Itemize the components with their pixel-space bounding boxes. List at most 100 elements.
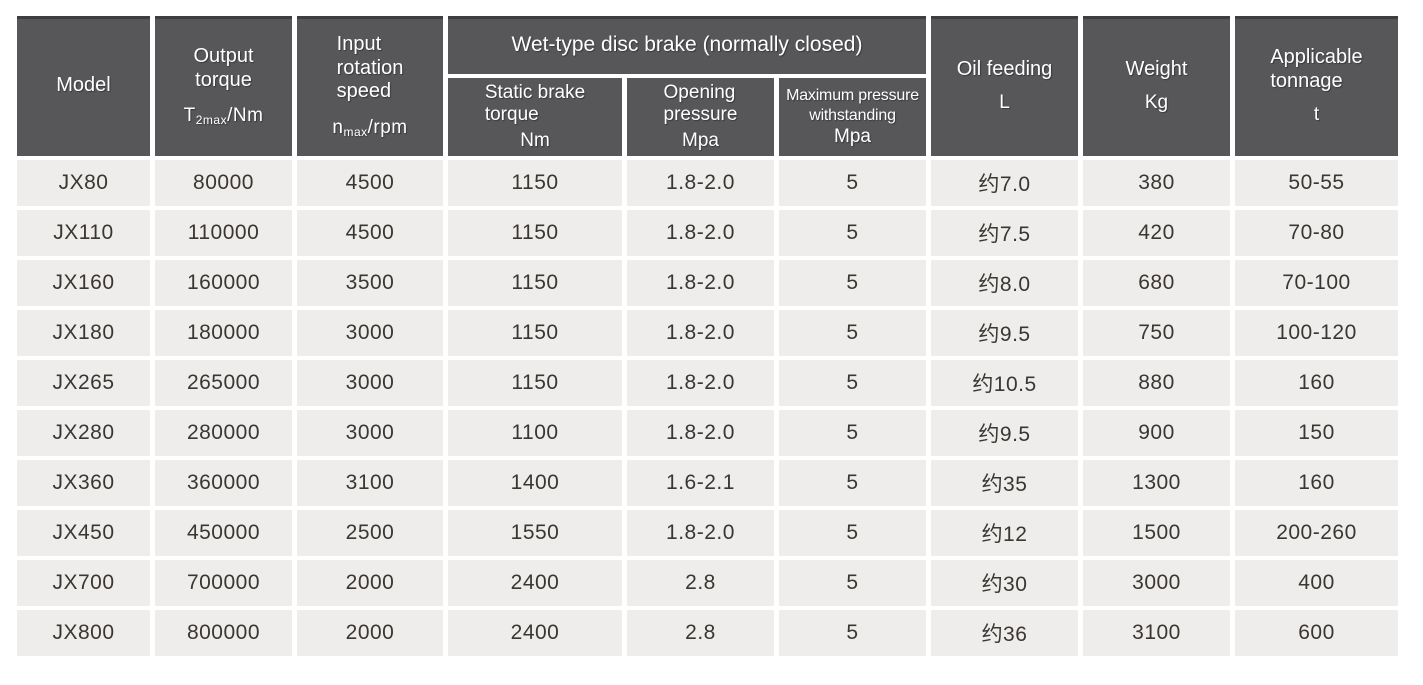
cell-weight: 420 [1083,210,1230,256]
header-symbol-input-rotation-speed: nmax/rpm [332,116,408,139]
header-label-input-rotation-speed: Input rotation speed [336,33,404,103]
cell-applicable-tonnage: 50-55 [1235,160,1398,206]
cell-weight: 1300 [1083,460,1230,506]
cell-oil-feeding: 约8.0 [931,260,1078,306]
cell-weight: 3100 [1083,610,1230,656]
cell-output-torque: 110000 [155,210,292,256]
cell-max-pressure-withstanding: 5 [779,560,926,606]
cell-opening-pressure: 1.8-2.0 [627,210,774,256]
cell-model: JX180 [17,310,150,356]
cell-max-pressure-withstanding: 5 [779,610,926,656]
cell-model: JX700 [17,560,150,606]
table-row: JX700 700000 2000 2400 2.8 5 约30 3000 400 [17,560,1398,606]
column-header-applicable-tonnage: Applicable tonnage t [1235,16,1398,156]
cell-static-brake-torque: 1150 [448,360,622,406]
cell-opening-pressure: 1.8-2.0 [627,160,774,206]
cell-input-rotation-speed: 2500 [297,510,443,556]
group-header-wet-type-disc-brake: Wet-type disc brake (normally closed) [448,16,926,74]
header-label-applicable-tonnage: Applicable tonnage [1270,46,1363,92]
cell-static-brake-torque: 1150 [448,310,622,356]
cell-input-rotation-speed: 4500 [297,160,443,206]
header-label-output-torque: Output torque [193,44,254,91]
cell-static-brake-torque: 1150 [448,160,622,206]
cell-input-rotation-speed: 3000 [297,410,443,456]
cell-oil-feeding: 约7.5 [931,210,1078,256]
cell-output-torque: 80000 [155,160,292,206]
cell-applicable-tonnage: 100-120 [1235,310,1398,356]
table-row: JX180 180000 3000 1150 1.8-2.0 5 约9.5 750 100-12… [17,310,1398,356]
cell-weight: 750 [1083,310,1230,356]
cell-static-brake-torque: 1150 [448,210,622,256]
cell-max-pressure-withstanding: 5 [779,210,926,256]
cell-weight: 3000 [1083,560,1230,606]
cell-opening-pressure: 1.8-2.0 [627,310,774,356]
table-row: JX265 265000 3000 1150 1.8-2.0 5 约10.5 880 160 [17,360,1398,406]
cell-input-rotation-speed: 2000 [297,560,443,606]
cell-output-torque: 700000 [155,560,292,606]
cell-weight: 680 [1083,260,1230,306]
column-header-input-rotation-speed: Input rotation speed nmax/rpm [297,16,443,156]
cell-model: JX160 [17,260,150,306]
cell-model: JX280 [17,410,150,456]
cell-static-brake-torque: 1100 [448,410,622,456]
cell-model: JX110 [17,210,150,256]
cell-applicable-tonnage: 150 [1235,410,1398,456]
cell-input-rotation-speed: 4500 [297,210,443,256]
cell-opening-pressure: 2.8 [627,610,774,656]
cell-opening-pressure: 1.8-2.0 [627,410,774,456]
cell-weight: 900 [1083,410,1230,456]
cell-static-brake-torque: 2400 [448,610,622,656]
cell-applicable-tonnage: 70-100 [1235,260,1398,306]
table-row: JX160 160000 3500 1150 1.8-2.0 5 约8.0 680 70-100 [17,260,1398,306]
cell-model: JX360 [17,460,150,506]
cell-weight: 380 [1083,160,1230,206]
cell-oil-feeding: 约35 [931,460,1078,506]
table-row: JX800 800000 2000 2400 2.8 5 约36 3100 600 [17,610,1398,656]
table-body: JX80 80000 4500 1150 1.8-2.0 5 约7.0 380 50-55 JX1… [17,160,1398,656]
cell-max-pressure-withstanding: 5 [779,510,926,556]
cell-input-rotation-speed: 3000 [297,310,443,356]
header-unit-max-pressure-withstanding: Mpa [834,126,871,147]
column-header-max-pressure-withstanding: Maximum pressure withstanding Mpa [779,78,926,156]
cell-opening-pressure: 2.8 [627,560,774,606]
cell-max-pressure-withstanding: 5 [779,310,926,356]
header-label-oil-feeding: Oil feeding [956,58,1053,81]
column-header-oil-feeding: Oil feeding L [931,16,1078,156]
cell-oil-feeding: 约36 [931,610,1078,656]
header-label-weight: Weight [1125,58,1188,81]
header-unit-oil-feeding: L [999,91,1010,113]
column-header-output-torque: Output torque T2max/Nm [155,16,292,156]
cell-model: JX80 [17,160,150,206]
cell-max-pressure-withstanding: 5 [779,160,926,206]
cell-opening-pressure: 1.8-2.0 [627,260,774,306]
cell-output-torque: 265000 [155,360,292,406]
column-header-static-brake-torque: Static brake torque Nm [448,78,622,156]
cell-max-pressure-withstanding: 5 [779,260,926,306]
cell-weight: 1500 [1083,510,1230,556]
cell-weight: 880 [1083,360,1230,406]
column-header-model: Model [17,16,150,156]
cell-oil-feeding: 约10.5 [931,360,1078,406]
header-row-top: Model Output torque T2max/Nm Input rotat… [17,16,1398,156]
cell-input-rotation-speed: 3000 [297,360,443,406]
cell-opening-pressure: 1.6-2.1 [627,460,774,506]
header-row-sub: Static brake torque Nm Opening pressure … [17,78,1398,156]
table-row: JX280 280000 3000 1100 1.8-2.0 5 约9.5 900 150 [17,410,1398,456]
header-unit-static-brake-torque: Nm [520,129,550,151]
table-row: JX360 360000 3100 1400 1.6-2.1 5 约35 1300 160 [17,460,1398,506]
cell-output-torque: 280000 [155,410,292,456]
cell-applicable-tonnage: 400 [1235,560,1398,606]
cell-output-torque: 450000 [155,510,292,556]
header-unit-opening-pressure: Mpa [682,129,719,151]
cell-static-brake-torque: 1550 [448,510,622,556]
cell-applicable-tonnage: 160 [1235,360,1398,406]
cell-static-brake-torque: 2400 [448,560,622,606]
header-unit-applicable-tonnage: t [1313,103,1320,125]
group-header-label: Wet-type disc brake (normally closed) [511,33,863,56]
table-row: JX80 80000 4500 1150 1.8-2.0 5 约7.0 380 50-55 [17,160,1398,206]
cell-opening-pressure: 1.8-2.0 [627,360,774,406]
table-row: JX110 110000 4500 1150 1.8-2.0 5 约7.5 420 70-80 [17,210,1398,256]
cell-model: JX450 [17,510,150,556]
cell-static-brake-torque: 1400 [448,460,622,506]
